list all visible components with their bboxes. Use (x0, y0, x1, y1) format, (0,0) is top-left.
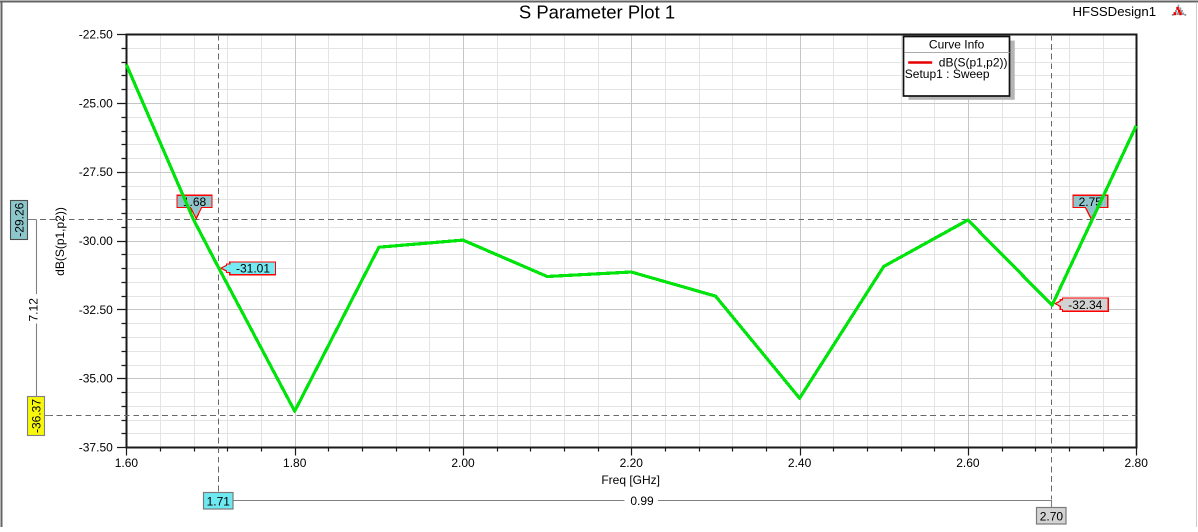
svg-text:-31.01: -31.01 (236, 262, 270, 276)
svg-text:-25.00: -25.00 (79, 96, 113, 110)
svg-text:-32.50: -32.50 (79, 303, 113, 317)
svg-text:2.20: 2.20 (620, 456, 644, 470)
svg-text:2.40: 2.40 (788, 456, 812, 470)
svg-text:1.80: 1.80 (283, 456, 307, 470)
svg-text:1.71: 1.71 (207, 494, 231, 508)
svg-text:-37.50: -37.50 (79, 440, 113, 454)
svg-text:-32.34: -32.34 (1068, 298, 1102, 312)
svg-text:2.70: 2.70 (1040, 509, 1064, 523)
svg-text:HFSSDesign1: HFSSDesign1 (1073, 4, 1157, 19)
svg-text:2.00: 2.00 (451, 456, 475, 470)
svg-text:-35.00: -35.00 (79, 372, 113, 386)
svg-text:-27.50: -27.50 (79, 165, 113, 179)
svg-text:-29.26: -29.26 (13, 202, 27, 236)
svg-text:-36.37: -36.37 (30, 399, 44, 433)
svg-text:1.60: 1.60 (115, 456, 139, 470)
svg-text:dB(S(p1,p2)): dB(S(p1,p2)) (53, 207, 67, 276)
svg-text:2.75: 2.75 (1079, 195, 1103, 209)
svg-text:Curve Info: Curve Info (929, 37, 985, 51)
svg-text:-30.00: -30.00 (79, 234, 113, 248)
svg-text:S Parameter Plot 1: S Parameter Plot 1 (519, 1, 675, 22)
svg-text:7.12: 7.12 (27, 298, 41, 322)
svg-text:Setup1 : Sweep: Setup1 : Sweep (905, 67, 990, 81)
svg-text:-22.50: -22.50 (79, 28, 113, 42)
svg-text:2.60: 2.60 (956, 456, 980, 470)
svg-text:dB(S(p1,p2)): dB(S(p1,p2)) (939, 56, 1008, 70)
svg-text:2.80: 2.80 (1125, 456, 1149, 470)
svg-text:0.99: 0.99 (630, 494, 654, 508)
svg-text:Freq [GHz]: Freq [GHz] (601, 473, 660, 487)
